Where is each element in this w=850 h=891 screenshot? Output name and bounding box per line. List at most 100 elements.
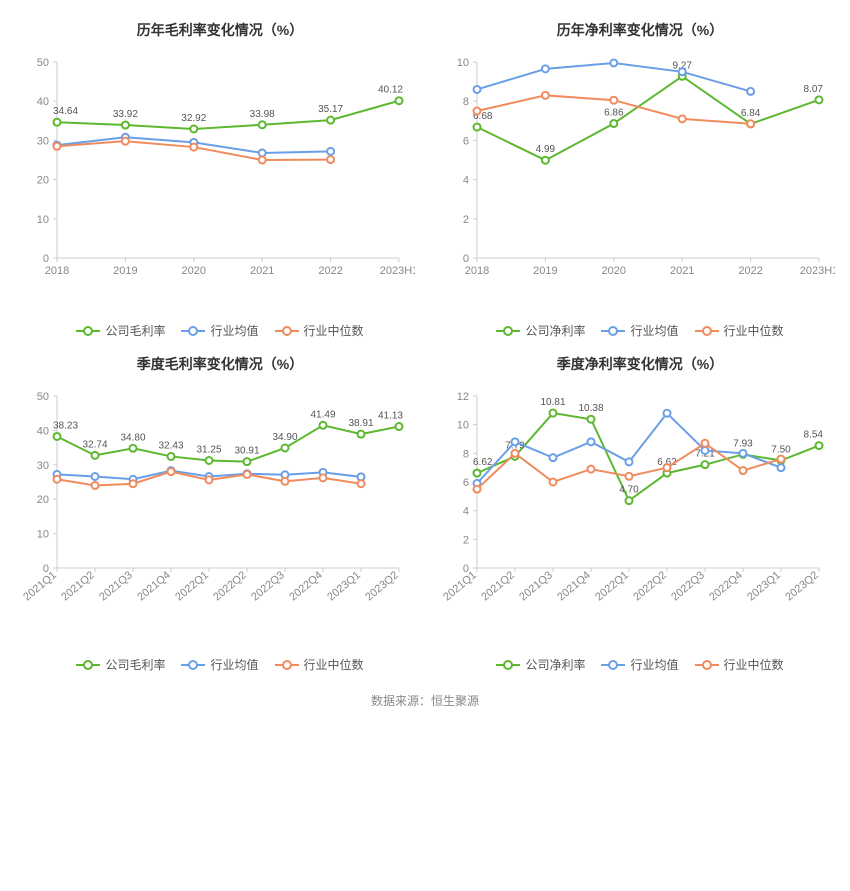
- legend-marker-icon: [496, 325, 520, 337]
- series-line-company: [57, 101, 399, 129]
- x-tick-label: 2022Q4: [707, 569, 745, 603]
- series-marker-company: [168, 453, 175, 460]
- series-marker-company: [550, 410, 557, 417]
- x-tick-label: 2022Q1: [593, 569, 631, 603]
- series-marker-industry_avg: [474, 86, 481, 93]
- legend-item-industry_avg[interactable]: 行业均值: [601, 656, 678, 673]
- series-marker-company: [396, 97, 403, 104]
- chart-area: 0246810201820192020202120222023H16.684.9…: [435, 52, 845, 312]
- x-tick-label: 2022Q4: [287, 569, 325, 603]
- value-label: 38.91: [348, 418, 373, 429]
- value-label: 41.49: [310, 409, 335, 420]
- legend-item-industry_median[interactable]: 行业中位数: [275, 656, 364, 673]
- legend-item-company[interactable]: 公司净利率: [496, 656, 585, 673]
- series-marker-industry_median: [740, 467, 747, 474]
- x-tick-label: 2022Q2: [631, 569, 669, 603]
- series-marker-industry_avg: [588, 438, 595, 445]
- chart-legend: 公司毛利率 行业均值 行业中位数: [15, 656, 425, 673]
- series-marker-industry_median: [282, 478, 289, 485]
- legend-item-industry_avg[interactable]: 行业均值: [181, 322, 258, 339]
- series-marker-industry_avg: [550, 454, 557, 461]
- y-tick-label: 6: [463, 477, 469, 489]
- series-marker-industry_median: [54, 476, 61, 483]
- y-tick-label: 10: [37, 214, 49, 226]
- series-marker-industry_median: [358, 480, 365, 487]
- legend-item-industry_median[interactable]: 行业中位数: [695, 322, 784, 339]
- value-label: 34.80: [120, 432, 145, 443]
- x-tick-label: 2020: [182, 265, 206, 277]
- y-tick-label: 8: [463, 96, 469, 108]
- value-label: 38.23: [53, 420, 78, 431]
- series-marker-industry_avg: [327, 148, 334, 155]
- y-tick-label: 6: [463, 135, 469, 147]
- x-tick-label: 2021Q2: [479, 569, 517, 603]
- series-marker-industry_median: [474, 486, 481, 493]
- series-marker-industry_median: [130, 480, 137, 487]
- series-marker-company: [122, 122, 129, 129]
- legend-label: 行业均值: [630, 322, 678, 339]
- value-label: 7.93: [733, 438, 753, 449]
- y-tick-label: 2: [463, 214, 469, 226]
- series-marker-company: [327, 117, 334, 124]
- legend-marker-icon: [275, 325, 299, 337]
- chart-grid: 历年毛利率变化情况（%）0102030405020182019202020212…: [10, 10, 840, 678]
- legend-item-company[interactable]: 公司净利率: [496, 322, 585, 339]
- chart-panel-annual-gross: 历年毛利率变化情况（%）0102030405020182019202020212…: [10, 10, 430, 344]
- series-marker-company: [54, 433, 61, 440]
- legend-marker-icon: [695, 659, 719, 671]
- series-marker-industry_median: [664, 464, 671, 471]
- y-tick-label: 4: [463, 506, 469, 518]
- chart-area: 010203040502021Q12021Q22021Q32021Q42022Q…: [15, 386, 425, 646]
- data-source: 数据来源：恒生聚源: [10, 692, 840, 709]
- series-marker-industry_avg: [542, 65, 549, 72]
- series-marker-industry_avg: [512, 438, 519, 445]
- chart-area: 0246810122021Q12021Q22021Q32021Q42022Q12…: [435, 386, 845, 646]
- legend-marker-icon: [76, 325, 100, 337]
- series-marker-industry_avg: [740, 450, 747, 457]
- value-label: 6.86: [604, 108, 624, 119]
- legend-marker-icon: [695, 325, 719, 337]
- series-marker-industry_median: [550, 479, 557, 486]
- series-line-company: [57, 425, 399, 461]
- series-marker-company: [610, 120, 617, 127]
- value-label: 41.13: [378, 411, 403, 422]
- value-label: 31.25: [196, 445, 221, 456]
- value-label: 10.38: [578, 403, 603, 414]
- series-line-company: [477, 76, 819, 160]
- x-tick-label: 2020: [602, 265, 626, 277]
- x-tick-label: 2022Q3: [249, 569, 287, 603]
- series-marker-industry_median: [168, 468, 175, 475]
- value-label: 8.54: [804, 430, 824, 441]
- legend-item-industry_median[interactable]: 行业中位数: [695, 656, 784, 673]
- value-label: 4.70: [619, 485, 639, 496]
- x-tick-label: 2023H1: [800, 265, 835, 277]
- x-tick-label: 2023H1: [380, 265, 415, 277]
- series-marker-company: [474, 470, 481, 477]
- series-marker-company: [474, 124, 481, 131]
- legend-label: 公司净利率: [525, 656, 585, 673]
- value-label: 6.62: [473, 457, 493, 468]
- legend-label: 公司毛利率: [105, 322, 165, 339]
- x-tick-label: 2021Q4: [555, 569, 593, 603]
- legend-item-company[interactable]: 公司毛利率: [76, 322, 165, 339]
- series-marker-industry_median: [542, 92, 549, 99]
- series-marker-industry_avg: [664, 410, 671, 417]
- legend-item-company[interactable]: 公司毛利率: [76, 656, 165, 673]
- chart-panel-quarter-net: 季度净利率变化情况（%）0246810122021Q12021Q22021Q32…: [430, 344, 850, 678]
- x-tick-label: 2022Q1: [173, 569, 211, 603]
- x-tick-label: 2023Q1: [325, 569, 363, 603]
- chart-legend: 公司净利率 行业均值 行业中位数: [435, 656, 845, 673]
- x-tick-label: 2021Q4: [135, 569, 173, 603]
- legend-item-industry_avg[interactable]: 行业均值: [181, 656, 258, 673]
- legend-marker-icon: [601, 659, 625, 671]
- legend-item-industry_median[interactable]: 行业中位数: [275, 322, 364, 339]
- x-tick-label: 2021: [250, 265, 274, 277]
- series-marker-industry_median: [778, 456, 785, 463]
- series-marker-industry_median: [92, 482, 99, 489]
- value-label: 6.84: [741, 108, 761, 119]
- legend-item-industry_avg[interactable]: 行业均值: [601, 322, 678, 339]
- value-label: 8.07: [804, 84, 824, 95]
- x-tick-label: 2022Q2: [211, 569, 249, 603]
- series-marker-company: [92, 452, 99, 459]
- value-label: 7.50: [771, 445, 791, 456]
